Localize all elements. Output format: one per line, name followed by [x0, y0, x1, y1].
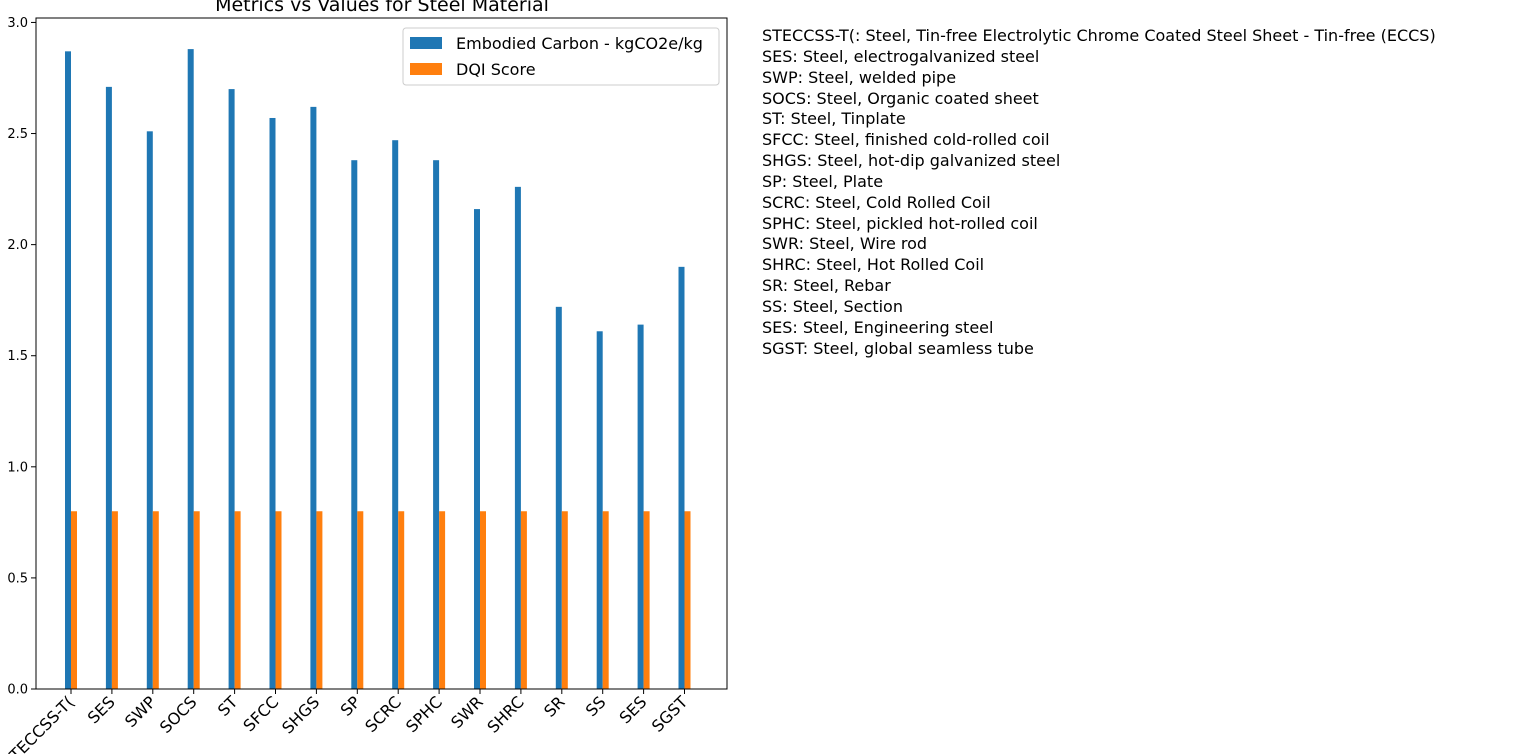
- note-line-13: SS: Steel, Section: [762, 296, 903, 316]
- bar-dqi-score-1: [111, 511, 118, 689]
- y-tick-label-2: 1.0: [7, 460, 28, 475]
- note-line-8: SCRC: Steel, Cold Rolled Coil: [762, 192, 991, 212]
- bar-embodied-carbon-13: [596, 331, 603, 689]
- x-tick-label-9: SPHC: [402, 692, 446, 736]
- bar-embodied-carbon-9: [433, 160, 440, 689]
- x-tick-label-7: SP: [337, 692, 365, 720]
- note-line-11: SHRC: Steel, Hot Rolled Coil: [762, 255, 985, 275]
- bar-embodied-carbon-2: [146, 131, 153, 689]
- y-tick-label-6: 3.0: [7, 16, 28, 31]
- y-tick-label-1: 0.5: [7, 571, 28, 586]
- bar-embodied-carbon-14: [637, 324, 644, 689]
- note-line-14: SES: Steel, Engineering steel: [762, 317, 994, 337]
- bar-dqi-score-3: [193, 511, 200, 689]
- abbreviation-notes: STECCSS-T(: Steel, Tin-free Electrolytic…: [762, 26, 1436, 360]
- bar-dqi-score-0: [71, 511, 77, 689]
- bars-layer: [65, 49, 691, 690]
- bar-dqi-score-15: [684, 511, 691, 689]
- note-line-7: SP: Steel, Plate: [762, 171, 884, 191]
- bar-embodied-carbon-3: [187, 49, 194, 690]
- bar-dqi-score-12: [561, 511, 568, 689]
- note-line-15: SGST: Steel, global seamless tube: [762, 338, 1034, 358]
- x-tick-label-8: SCRC: [361, 692, 405, 736]
- legend-label-0: Embodied Carbon - kgCO2e/kg: [456, 34, 703, 53]
- bar-embodied-carbon-5: [269, 117, 276, 689]
- note-line-1: SES: Steel, electrogalvanized steel: [762, 46, 1040, 66]
- bar-dqi-score-2: [152, 511, 159, 689]
- x-tick-label-0: STECCSS-T(: [0, 692, 78, 754]
- bar-embodied-carbon-11: [514, 186, 521, 689]
- y-tick-label-4: 2.0: [7, 238, 28, 253]
- x-tick-label-4: ST: [214, 692, 242, 720]
- x-tick-label-13: SS: [582, 692, 610, 720]
- x-tick-label-11: SHRC: [483, 692, 527, 736]
- bar-embodied-carbon-8: [392, 140, 399, 690]
- bar-dqi-score-4: [234, 511, 241, 689]
- note-line-5: SFCC: Steel, finished cold-rolled coil: [762, 130, 1050, 150]
- bar-embodied-carbon-10: [474, 209, 480, 689]
- bar-embodied-carbon-15: [678, 266, 685, 689]
- bar-embodied-carbon-4: [228, 89, 235, 689]
- legend-swatch-1: [410, 63, 442, 75]
- bar-dqi-score-10: [480, 511, 486, 689]
- y-tick-label-0: 0.0: [7, 683, 28, 698]
- bar-dqi-score-5: [275, 511, 282, 689]
- note-line-2: SWP: Steel, welded pipe: [762, 67, 957, 87]
- bar-dqi-score-14: [643, 511, 650, 689]
- legend-box: [402, 27, 720, 86]
- x-tick-label-6: SHGS: [278, 692, 323, 737]
- x-tick-label-2: SWP: [121, 692, 160, 731]
- note-line-0: STECCSS-T(: Steel, Tin-free Electrolytic…: [762, 26, 1436, 45]
- bar-dqi-score-11: [520, 511, 527, 689]
- bar-embodied-carbon-1: [105, 86, 112, 689]
- legend-swatch-0: [410, 37, 442, 49]
- bar-embodied-carbon-12: [555, 306, 562, 689]
- bar-dqi-score-6: [316, 511, 323, 689]
- bar-embodied-carbon-0: [65, 51, 71, 689]
- note-line-9: SPHC: Steel, pickled hot-rolled coil: [762, 213, 1038, 233]
- bar-embodied-carbon-7: [351, 160, 358, 689]
- bar-dqi-score-8: [398, 511, 405, 689]
- legend-label-1: DQI Score: [456, 60, 536, 79]
- y-tick-label-3: 1.5: [7, 349, 28, 364]
- note-line-3: SOCS: Steel, Organic coated sheet: [762, 88, 1039, 108]
- x-tick-label-10: SWR: [447, 692, 487, 732]
- x-tick-label-5: SFCC: [239, 692, 282, 735]
- bar-embodied-carbon-6: [310, 106, 317, 690]
- bar-dqi-score-9: [439, 511, 446, 689]
- x-tick-label-1: SES: [84, 692, 119, 727]
- x-tick-label-12: SR: [540, 692, 568, 720]
- note-line-10: SWR: Steel, Wire rod: [762, 234, 928, 254]
- plot-frame: [35, 17, 728, 690]
- bar-dqi-score-13: [602, 511, 609, 689]
- note-line-6: SHGS: Steel, hot-dip galvanized steel: [762, 151, 1061, 171]
- chart-title: Metrics vs Values for Steel Material: [215, 0, 549, 16]
- y-tick-label-5: 2.5: [7, 127, 28, 142]
- x-tick-label-3: SOCS: [156, 692, 201, 737]
- note-line-12: SR: Steel, Rebar: [762, 276, 891, 296]
- legend: Embodied Carbon - kgCO2e/kg DQI Score: [402, 27, 720, 86]
- note-line-4: ST: Steel, Tinplate: [762, 109, 906, 129]
- bar-dqi-score-7: [357, 511, 364, 689]
- x-tick-label-15: SGST: [648, 692, 692, 736]
- x-tick-label-14: SES: [615, 692, 650, 727]
